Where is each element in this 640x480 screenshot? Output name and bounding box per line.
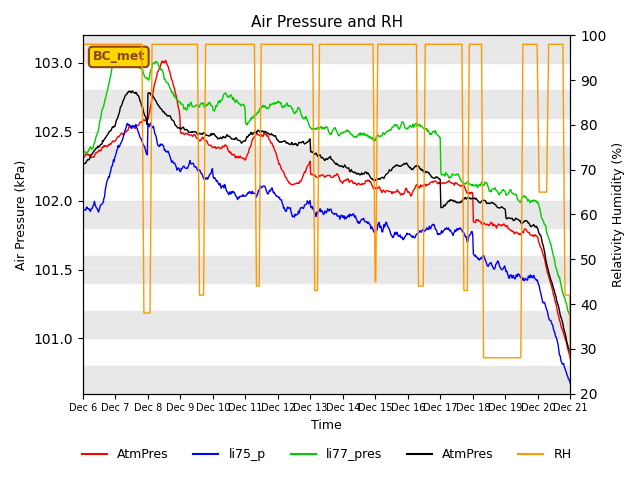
Title: Air Pressure and RH: Air Pressure and RH <box>251 15 403 30</box>
Legend: AtmPres, li75_p, li77_pres, AtmPres, RH: AtmPres, li75_p, li77_pres, AtmPres, RH <box>77 443 577 466</box>
Text: BC_met: BC_met <box>93 50 145 63</box>
Bar <box>83 311 570 338</box>
Bar <box>83 201 570 228</box>
Bar <box>83 36 570 63</box>
Bar <box>83 256 570 283</box>
Y-axis label: Air Pressure (kPa): Air Pressure (kPa) <box>15 159 28 270</box>
Bar <box>83 366 570 394</box>
Bar <box>83 145 570 173</box>
Y-axis label: Relativity Humidity (%): Relativity Humidity (%) <box>612 142 625 287</box>
Bar <box>83 90 570 118</box>
X-axis label: Time: Time <box>311 419 342 432</box>
